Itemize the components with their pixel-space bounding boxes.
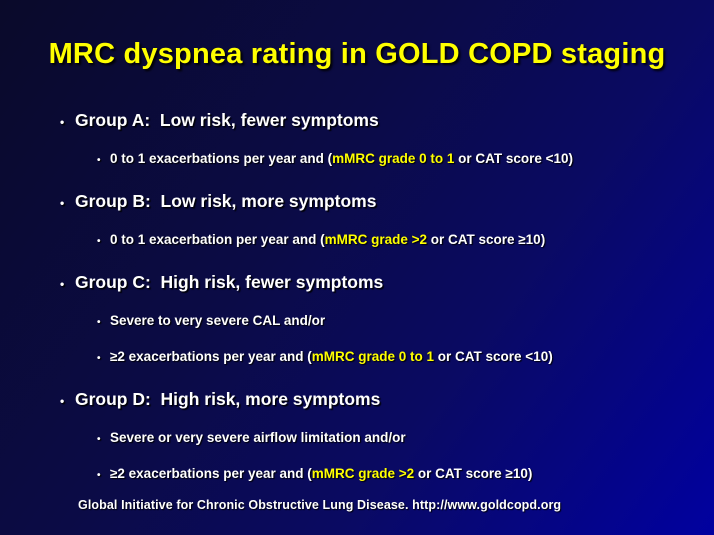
- slide-title: MRC dyspnea rating in GOLD COPD staging: [48, 38, 666, 70]
- group-d-detail-2-text: ≥2 exacerbations per year and (mMRC grad…: [110, 465, 532, 483]
- group-d-heading: • Group D: High risk, more symptoms: [60, 388, 700, 412]
- detail-text-pre: 0 to 1 exacerbation per year and (: [110, 232, 325, 247]
- group-a-heading: • Group A: Low risk, fewer symptoms: [60, 109, 700, 133]
- group-b-detail-1-text: 0 to 1 exacerbation per year and (mMRC g…: [110, 231, 545, 249]
- group-d-heading-label: Group D: High risk, more symptoms: [75, 389, 381, 409]
- bullet-icon: •: [60, 115, 65, 129]
- bullet-icon: •: [60, 196, 65, 210]
- group-c-heading: • Group C: High risk, fewer symptoms: [60, 271, 700, 295]
- group-b-detail-1: • 0 to 1 exacerbation per year and (mMRC…: [97, 231, 700, 251]
- detail-text-post: or CAT score ≥10): [427, 232, 546, 247]
- source-citation: Global Initiative for Chronic Obstructiv…: [78, 498, 562, 512]
- group-a-section: • Group A: Low risk, fewer symptoms • 0 …: [60, 109, 700, 170]
- group-a-detail-1-text: 0 to 1 exacerbations per year and (mMRC …: [110, 150, 573, 168]
- detail-text-post: or CAT score <10): [454, 151, 574, 166]
- detail-text-pre: Severe or very severe airflow limitation…: [110, 430, 406, 445]
- detail-text-highlight: mMRC grade >2: [324, 232, 427, 247]
- group-c-detail-1-text: Severe to very severe CAL and/or: [110, 312, 325, 330]
- group-d-detail-2: • ≥2 exacerbations per year and (mMRC gr…: [97, 465, 700, 485]
- detail-text-pre: ≥2 exacerbations per year and (: [110, 349, 312, 364]
- detail-text-post: or CAT score ≥10): [414, 466, 533, 481]
- group-c-section: • Group C: High risk, fewer symptoms • S…: [60, 271, 700, 368]
- group-a-heading-label: Group A: Low risk, fewer symptoms: [75, 110, 379, 130]
- bullet-icon: •: [97, 353, 101, 364]
- group-a-detail-1: • 0 to 1 exacerbations per year and (mMR…: [97, 150, 700, 170]
- group-c-heading-label: Group C: High risk, fewer symptoms: [75, 272, 384, 292]
- detail-text-highlight: mMRC grade >2: [311, 466, 415, 481]
- detail-text-pre: 0 to 1 exacerbations per year and (: [110, 151, 333, 166]
- bullet-icon: •: [97, 155, 101, 166]
- group-b-heading: • Group B: Low risk, more symptoms: [60, 190, 700, 214]
- bullet-icon: •: [97, 317, 101, 328]
- group-d-detail-1: • Severe or very severe airflow limitati…: [97, 429, 700, 449]
- detail-text-post: or CAT score <10): [434, 349, 553, 364]
- detail-text-highlight: mMRC grade 0 to 1: [311, 349, 435, 364]
- bullet-icon: •: [97, 236, 101, 247]
- bullet-icon: •: [60, 394, 65, 408]
- bullet-icon: •: [97, 434, 101, 445]
- detail-text-highlight: mMRC grade 0 to 1: [332, 151, 455, 166]
- detail-text-pre: ≥2 exacerbations per year and (: [110, 466, 312, 481]
- bullet-icon: •: [60, 277, 65, 291]
- group-c-detail-1: • Severe to very severe CAL and/or: [97, 312, 700, 332]
- bullet-icon: •: [97, 470, 101, 481]
- group-d-section: • Group D: High risk, more symptoms • Se…: [60, 388, 700, 485]
- group-b-heading-label: Group B: Low risk, more symptoms: [75, 191, 377, 211]
- group-b-section: • Group B: Low risk, more symptoms • 0 t…: [60, 190, 700, 251]
- group-c-detail-2-text: ≥2 exacerbations per year and (mMRC grad…: [110, 348, 553, 366]
- group-c-detail-2: • ≥2 exacerbations per year and (mMRC gr…: [97, 348, 700, 368]
- group-d-detail-1-text: Severe or very severe airflow limitation…: [110, 429, 406, 447]
- slide-content: • Group A: Low risk, fewer symptoms • 0 …: [60, 109, 700, 505]
- detail-text-pre: Severe to very severe CAL and/or: [110, 313, 326, 328]
